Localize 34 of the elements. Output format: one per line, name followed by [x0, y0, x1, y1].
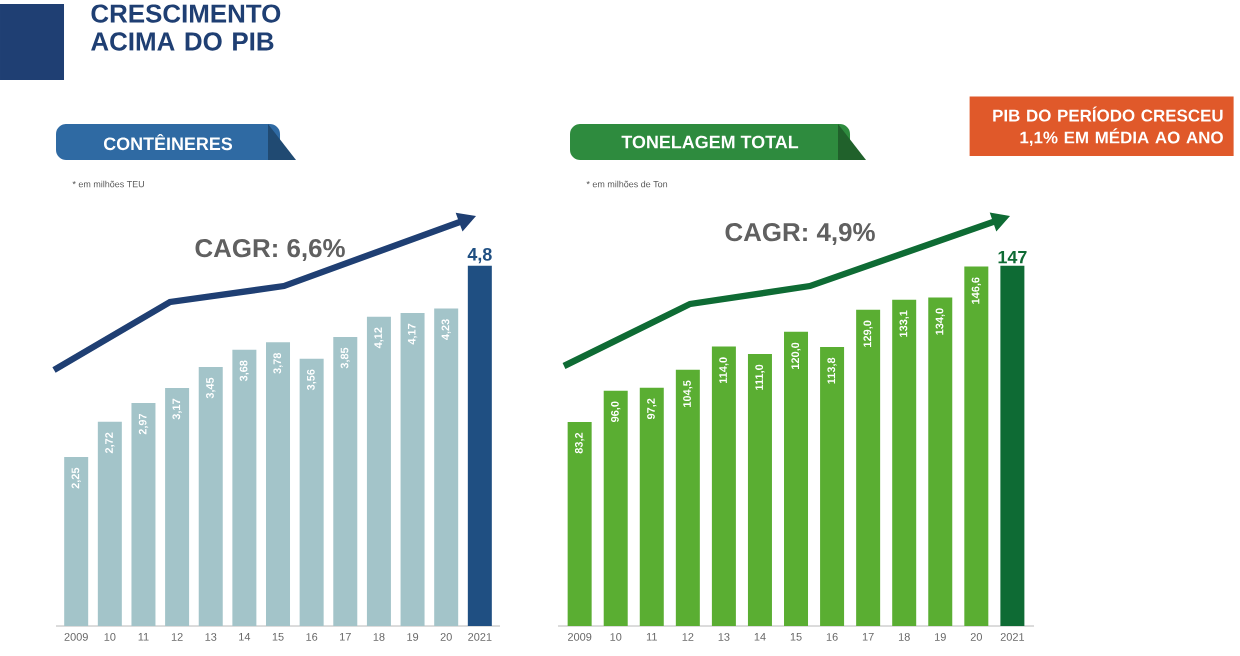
bar	[711, 346, 736, 626]
bar	[400, 312, 425, 626]
bar	[165, 388, 190, 626]
bar	[747, 353, 772, 626]
bar	[639, 387, 664, 626]
bar	[784, 331, 809, 626]
bar	[97, 421, 122, 626]
bar	[820, 347, 845, 626]
bar	[856, 309, 881, 626]
bar	[198, 366, 223, 626]
data-label: 4,8	[467, 247, 492, 264]
bar	[64, 457, 89, 626]
bar	[467, 265, 492, 626]
bar	[266, 342, 291, 626]
bar	[131, 403, 156, 626]
bar	[232, 349, 257, 626]
text: CAGR: 4,9%	[725, 222, 875, 246]
bar	[675, 369, 700, 626]
bar	[1000, 265, 1025, 626]
bar	[567, 422, 592, 626]
bar	[603, 390, 628, 626]
bar	[366, 316, 391, 626]
text: CRESCIMENTO ACIMA DO PIB	[91, 4, 281, 51]
text: PIB DO PERÍODO CRESCEU 1,1% EM MÉDIA AO ANO	[993, 106, 1223, 146]
bar	[434, 308, 459, 626]
bar	[928, 297, 953, 626]
bar	[892, 299, 917, 626]
data-label: 147	[998, 250, 1027, 264]
text: CAGR: 6,6%	[195, 238, 345, 262]
bar	[299, 358, 324, 626]
chart-title: TONELAGEM TOTAL	[621, 135, 799, 149]
bar	[964, 266, 989, 626]
bar	[333, 336, 358, 626]
chart-title: CONTÊINERES	[103, 133, 233, 151]
